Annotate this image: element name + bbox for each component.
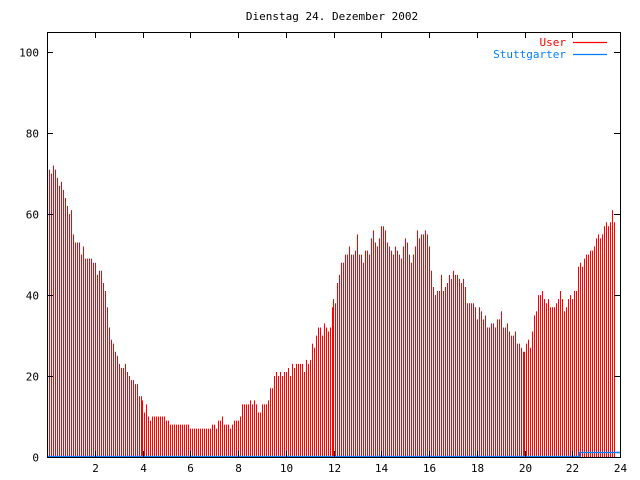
y-tick-label: 60 (26, 209, 39, 222)
user-bars (47, 161, 615, 457)
x-tick-label: 8 (235, 462, 242, 475)
axis-ticks (47, 32, 621, 458)
x-tick-label: 22 (566, 462, 579, 475)
y-tick-label: 0 (32, 452, 39, 465)
x-tick-label: 4 (140, 462, 147, 475)
x-tick-label: 6 (187, 462, 194, 475)
y-tick-label: 40 (26, 290, 39, 303)
legend-label-stuttgarter: Stuttgarter (493, 48, 566, 61)
x-tick-label: 18 (471, 462, 484, 475)
x-tick-label: 20 (519, 462, 532, 475)
legend-label-user: User (540, 36, 567, 49)
y-tick-labels: 0 20 40 60 80 100 (19, 47, 39, 465)
chart-title: Dienstag 24. Dezember 2002 (246, 10, 418, 23)
y-tick-label: 80 (26, 128, 39, 141)
x-tick-label: 16 (423, 462, 436, 475)
y-tick-label: 100 (19, 47, 39, 60)
x-tick-label: 24 (614, 462, 628, 475)
x-tick-label: 12 (328, 462, 341, 475)
x-tick-label: 10 (280, 462, 293, 475)
x-tick-labels: 2 4 6 8 10 12 14 16 18 20 22 24 (92, 462, 627, 475)
legend: User Stuttgarter (493, 36, 607, 61)
stuttgarter-line (47, 451, 620, 458)
x-tick-label: 14 (375, 462, 389, 475)
x-tick-label: 2 (92, 462, 99, 475)
y-tick-label: 20 (26, 371, 39, 384)
